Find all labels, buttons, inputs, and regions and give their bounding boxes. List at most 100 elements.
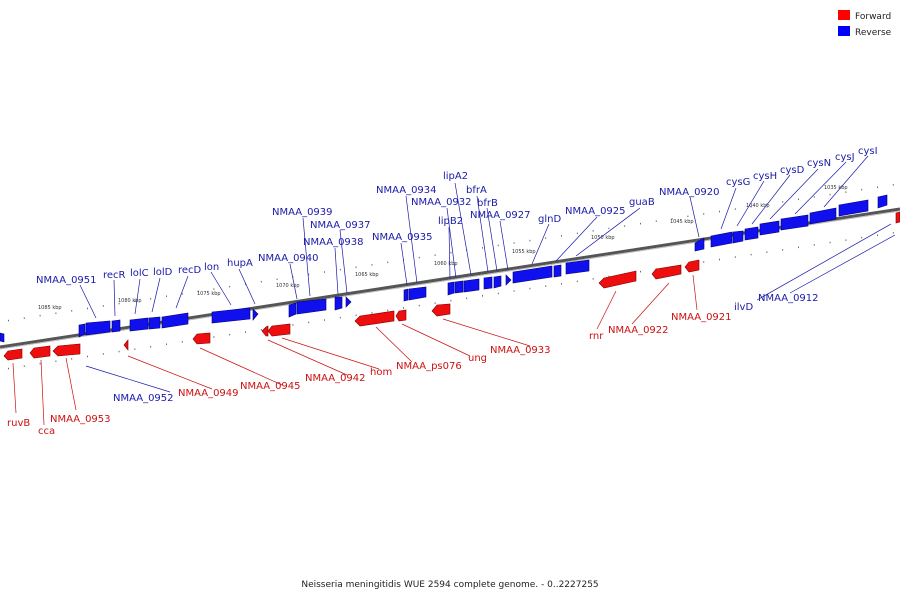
gene-reverse[interactable] — [454, 280, 464, 294]
gene-label[interactable]: NMAA_0949 — [178, 388, 239, 399]
gene-label[interactable]: ung — [468, 353, 487, 364]
gene-label[interactable]: hupA — [227, 258, 253, 269]
tick-dot — [561, 283, 562, 285]
gene-label[interactable]: lolC — [130, 268, 149, 279]
gene-reverse[interactable] — [408, 286, 427, 301]
gene-label[interactable]: glnD — [538, 214, 561, 225]
gene-label[interactable]: NMAA_0920 — [659, 187, 720, 198]
gene-reverse[interactable] — [759, 220, 780, 236]
gene-reverse[interactable] — [211, 307, 251, 324]
gene-label[interactable]: cca — [38, 426, 55, 437]
gene-label[interactable]: cysI — [858, 146, 878, 157]
gene-label[interactable]: guaB — [629, 197, 655, 208]
gene-forward[interactable] — [267, 323, 291, 337]
gene-reverse[interactable] — [252, 308, 259, 321]
gene-forward[interactable] — [3, 348, 23, 361]
gene-label[interactable]: NMAA_0952 — [113, 393, 174, 404]
gene-reverse[interactable] — [463, 278, 480, 293]
gene-reverse[interactable] — [694, 237, 705, 252]
gene-forward[interactable] — [354, 310, 395, 327]
gene-label[interactable]: lolD — [153, 267, 173, 278]
gene-label[interactable]: NMAA_0945 — [240, 381, 301, 392]
gene-label[interactable]: bfrA — [466, 185, 487, 196]
gene-reverse[interactable] — [111, 319, 121, 333]
gene-label[interactable]: lon — [204, 262, 219, 273]
kbp-label: 1055 kbp — [512, 249, 536, 255]
gene-label[interactable]: NMAA_0934 — [376, 185, 437, 196]
gene-forward[interactable] — [192, 332, 211, 345]
gene-reverse[interactable] — [732, 230, 744, 244]
gene-label[interactable]: lipA2 — [443, 171, 468, 182]
tick-dot — [418, 256, 420, 259]
gene-label[interactable]: NMAA_0912 — [758, 293, 819, 304]
gene-reverse[interactable] — [129, 317, 149, 332]
gene-reverse[interactable] — [0, 332, 5, 343]
gene-forward[interactable] — [598, 270, 637, 289]
gene-label[interactable]: NMAA_ps076 — [396, 361, 462, 372]
gene-reverse[interactable] — [809, 207, 837, 225]
gene-forward[interactable] — [431, 303, 451, 317]
gene-label[interactable]: cysJ — [835, 152, 855, 163]
gene-reverse[interactable] — [838, 199, 869, 217]
gene-label[interactable]: ruvB — [7, 418, 30, 429]
gene-label[interactable]: bfrB — [477, 198, 498, 209]
gene-label[interactable]: NMAA_0940 — [258, 253, 319, 264]
gene-label[interactable]: recR — [103, 270, 126, 281]
gene-label[interactable]: NMAA_0927 — [470, 210, 531, 221]
gene-forward[interactable] — [895, 211, 900, 224]
gene-label[interactable]: NMAA_0938 — [303, 237, 364, 248]
gene-label[interactable]: cysN — [807, 158, 831, 169]
gene-reverse[interactable] — [710, 231, 733, 248]
gene-label[interactable]: NMAA_0925 — [565, 206, 626, 217]
gene-label[interactable]: cysD — [780, 165, 805, 176]
gene-label[interactable]: rnr — [589, 331, 604, 342]
reverse-leaders — [79, 155, 896, 393]
gene-reverse[interactable] — [78, 323, 86, 338]
gene-forward[interactable] — [123, 339, 129, 351]
gene-reverse[interactable] — [553, 264, 562, 278]
gene-forward[interactable] — [52, 343, 81, 357]
gene-label[interactable]: NMAA_0939 — [272, 207, 333, 218]
gene-reverse[interactable] — [403, 288, 409, 302]
gene-reverse[interactable] — [744, 226, 759, 241]
gene-label[interactable]: NMAA_0953 — [50, 414, 111, 425]
gene-reverse[interactable] — [161, 312, 189, 329]
gene-label[interactable]: NMAA_0935 — [372, 232, 433, 243]
gene-reverse[interactable] — [493, 275, 502, 289]
gene-label[interactable]: hom — [370, 367, 392, 378]
gene-reverse[interactable] — [483, 276, 493, 290]
gene-reverse[interactable] — [447, 281, 455, 296]
gene-reverse[interactable] — [512, 265, 553, 284]
gene-reverse[interactable] — [505, 274, 512, 286]
gene-label[interactable]: ilvD — [734, 302, 753, 313]
gene-reverse[interactable] — [334, 296, 343, 311]
gene-reverse[interactable] — [296, 298, 327, 315]
gene-reverse[interactable] — [85, 320, 111, 336]
gene-label[interactable]: NMAA_0951 — [36, 275, 97, 286]
gene-label[interactable]: NMAA_0932 — [411, 197, 472, 208]
gene-label[interactable]: recD — [178, 265, 202, 276]
gene-reverse[interactable] — [288, 302, 297, 318]
gene-forward[interactable] — [261, 325, 269, 337]
gene-forward[interactable] — [651, 264, 682, 280]
gene-label[interactable]: NMAA_0942 — [305, 373, 366, 384]
gene-label[interactable]: NMAA_0937 — [310, 220, 371, 231]
gene-forward[interactable] — [29, 345, 51, 359]
gene-label[interactable]: NMAA_0933 — [490, 345, 551, 356]
gene-label[interactable]: cysG — [726, 177, 750, 188]
gene-forward[interactable] — [395, 309, 407, 322]
tick-dot — [339, 268, 341, 271]
tick-dot — [181, 341, 183, 343]
gene-label[interactable]: lipB2 — [438, 216, 463, 227]
gene-reverse[interactable] — [780, 214, 809, 231]
gene-label[interactable]: NMAA_0921 — [671, 312, 732, 323]
tick-dot — [592, 230, 594, 232]
gene-label[interactable]: NMAA_0922 — [608, 325, 669, 336]
gene-reverse[interactable] — [565, 259, 590, 275]
tick-dot — [782, 249, 784, 251]
gene-label[interactable]: cysH — [753, 171, 777, 182]
gene-reverse[interactable] — [345, 296, 352, 308]
gene-forward[interactable] — [684, 259, 700, 273]
gene-reverse[interactable] — [148, 316, 161, 330]
gene-reverse[interactable] — [877, 194, 888, 209]
